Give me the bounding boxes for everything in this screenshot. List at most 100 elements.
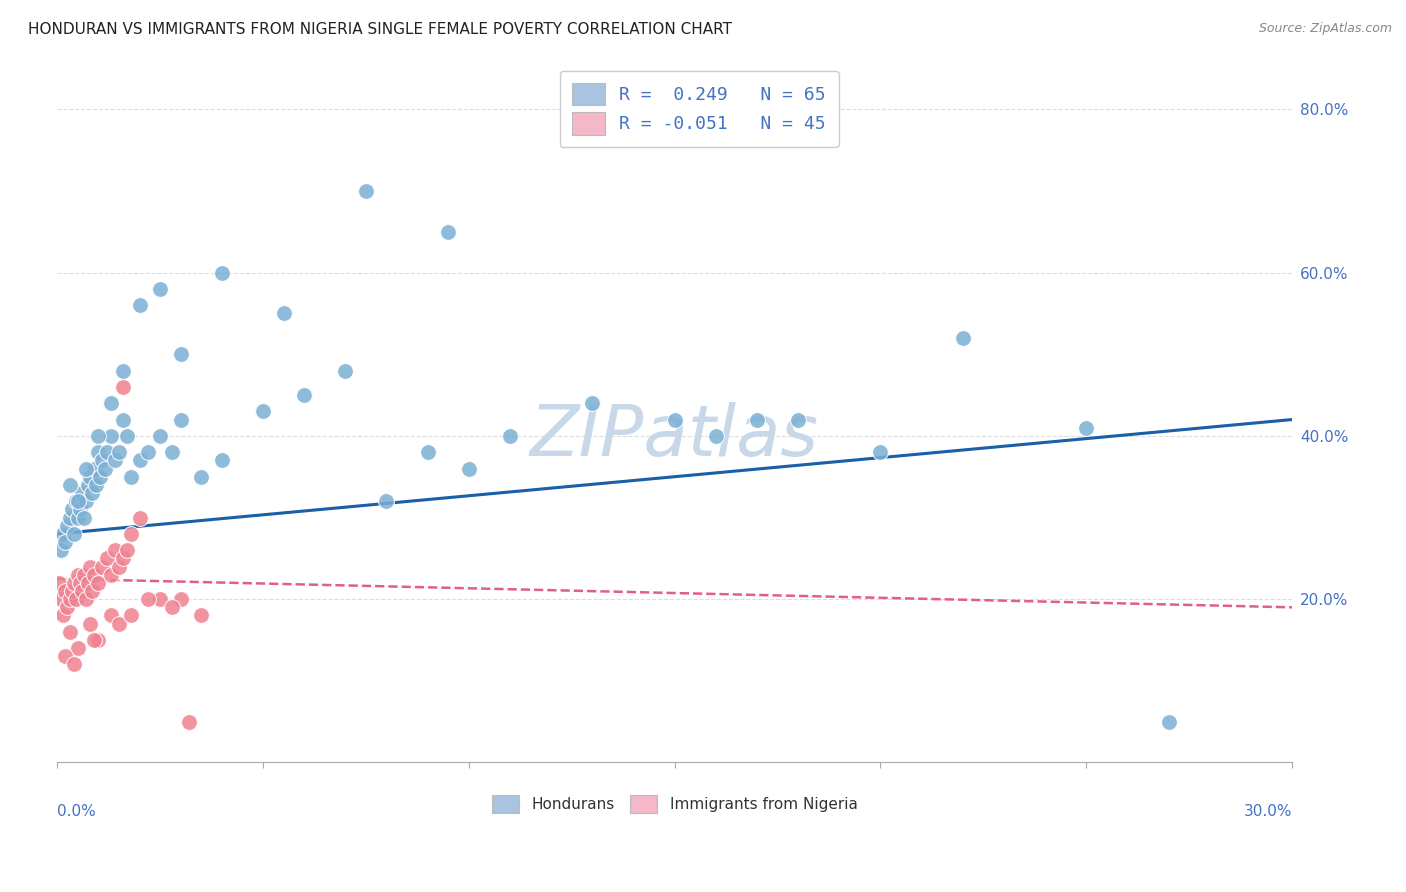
Point xyxy=(120,526,142,541)
Point xyxy=(65,592,87,607)
Point xyxy=(112,551,135,566)
Point xyxy=(100,396,122,410)
Point xyxy=(190,608,212,623)
Point xyxy=(149,429,172,443)
Point xyxy=(745,412,768,426)
Point xyxy=(115,429,138,443)
Point xyxy=(66,494,89,508)
Point xyxy=(62,526,84,541)
Point xyxy=(120,469,142,483)
Point xyxy=(457,461,479,475)
Point xyxy=(96,445,118,459)
Point xyxy=(66,567,89,582)
Point xyxy=(112,363,135,377)
Point xyxy=(82,584,104,599)
Point xyxy=(69,575,91,590)
Point xyxy=(136,592,159,607)
Point xyxy=(51,592,73,607)
Point xyxy=(128,298,150,312)
Point xyxy=(62,657,84,672)
Point xyxy=(104,453,127,467)
Point xyxy=(787,412,810,426)
Point xyxy=(55,649,77,664)
Point xyxy=(83,632,105,647)
Point xyxy=(952,331,974,345)
Point xyxy=(58,624,80,639)
Point xyxy=(1076,421,1098,435)
Point xyxy=(56,518,79,533)
Point xyxy=(273,306,295,320)
Point xyxy=(58,478,80,492)
Point xyxy=(83,567,105,582)
Point xyxy=(70,584,93,599)
Point xyxy=(79,559,101,574)
Point xyxy=(108,616,131,631)
Point xyxy=(79,616,101,631)
Text: HONDURAN VS IMMIGRANTS FROM NIGERIA SINGLE FEMALE POVERTY CORRELATION CHART: HONDURAN VS IMMIGRANTS FROM NIGERIA SING… xyxy=(28,22,733,37)
Point xyxy=(55,584,77,599)
Point xyxy=(66,641,89,656)
Point xyxy=(48,575,70,590)
Point xyxy=(104,543,127,558)
Point xyxy=(100,429,122,443)
Point xyxy=(112,412,135,426)
Point xyxy=(664,412,686,426)
Point xyxy=(87,445,110,459)
Point xyxy=(128,453,150,467)
Point xyxy=(75,494,97,508)
Point xyxy=(77,575,100,590)
Point xyxy=(56,600,79,615)
Point xyxy=(169,592,191,607)
Point xyxy=(77,478,100,492)
Legend: Hondurans, Immigrants from Nigeria: Hondurans, Immigrants from Nigeria xyxy=(481,784,868,824)
Point xyxy=(100,608,122,623)
Text: 30.0%: 30.0% xyxy=(1243,804,1292,819)
Point xyxy=(51,543,73,558)
Point xyxy=(292,388,315,402)
Text: Source: ZipAtlas.com: Source: ZipAtlas.com xyxy=(1258,22,1392,36)
Point xyxy=(169,412,191,426)
Point xyxy=(75,461,97,475)
Point xyxy=(73,567,96,582)
Text: 0.0%: 0.0% xyxy=(58,804,96,819)
Point xyxy=(82,486,104,500)
Point xyxy=(1157,714,1180,729)
Point xyxy=(87,429,110,443)
Point xyxy=(58,510,80,524)
Point xyxy=(115,543,138,558)
Point xyxy=(136,445,159,459)
Point xyxy=(73,510,96,524)
Point xyxy=(91,453,114,467)
Point xyxy=(93,461,115,475)
Point xyxy=(70,486,93,500)
Point xyxy=(162,600,184,615)
Point xyxy=(84,478,107,492)
Point xyxy=(128,510,150,524)
Point xyxy=(79,469,101,483)
Point xyxy=(91,559,114,574)
Point xyxy=(55,535,77,549)
Point xyxy=(211,266,233,280)
Point xyxy=(190,469,212,483)
Point xyxy=(75,592,97,607)
Point xyxy=(100,567,122,582)
Point xyxy=(66,510,89,524)
Point xyxy=(120,608,142,623)
Point xyxy=(52,608,75,623)
Point xyxy=(108,445,131,459)
Point xyxy=(58,592,80,607)
Point xyxy=(375,494,398,508)
Text: ZIPatlas: ZIPatlas xyxy=(530,401,820,471)
Point xyxy=(149,282,172,296)
Point xyxy=(69,502,91,516)
Point xyxy=(65,494,87,508)
Point xyxy=(60,584,83,599)
Point xyxy=(162,445,184,459)
Point xyxy=(499,429,522,443)
Point xyxy=(87,575,110,590)
Point xyxy=(108,559,131,574)
Point xyxy=(87,632,110,647)
Point xyxy=(335,363,357,377)
Point xyxy=(149,592,172,607)
Point xyxy=(62,575,84,590)
